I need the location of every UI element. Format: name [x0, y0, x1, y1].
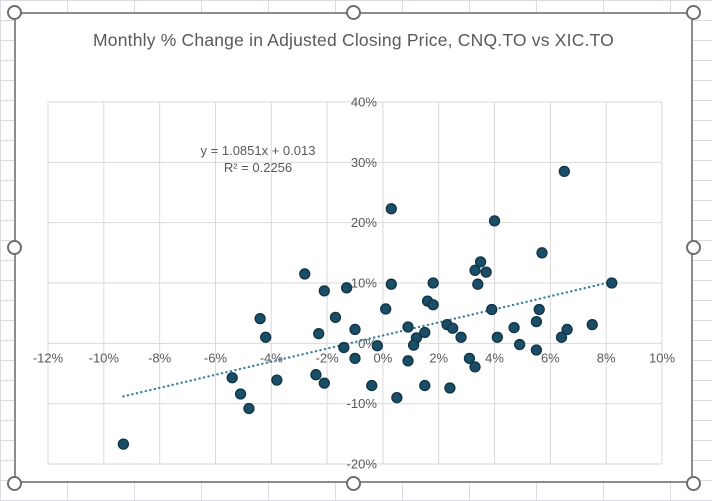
data-point[interactable] — [530, 344, 543, 356]
x-axis-tick-label: -6% — [204, 350, 228, 365]
x-axis-tick-label: 10% — [649, 350, 675, 365]
x-axis-tick-label: 2% — [429, 350, 448, 365]
data-point[interactable] — [260, 331, 272, 343]
data-point[interactable] — [555, 331, 568, 343]
chart-title[interactable]: Monthly % Change in Adjusted Closing Pri… — [92, 30, 614, 50]
selection-handle-top-center[interactable] — [345, 4, 361, 20]
data-point[interactable] — [340, 282, 353, 294]
data-point[interactable] — [480, 266, 492, 278]
data-point[interactable] — [318, 377, 330, 389]
x-axis-tick-label: -12% — [33, 350, 64, 365]
data-point[interactable] — [444, 382, 456, 394]
data-point[interactable] — [385, 278, 397, 290]
x-axis-tick-label: -4% — [260, 350, 284, 365]
data-point[interactable] — [491, 331, 503, 343]
data-point[interactable] — [419, 326, 431, 339]
data-point[interactable] — [558, 165, 570, 178]
data-point[interactable] — [380, 303, 392, 315]
selection-handle-middle-right[interactable] — [685, 239, 701, 255]
data-point[interactable] — [407, 339, 420, 351]
data-point[interactable] — [427, 299, 439, 311]
data-point[interactable] — [349, 323, 361, 336]
selection-handle-middle-left[interactable] — [6, 239, 22, 255]
x-axis-tick-label: 8% — [597, 350, 616, 365]
chart[interactable]: Monthly % Change in Adjusted Closing Pri… — [14, 12, 693, 483]
data-point[interactable] — [469, 361, 481, 373]
selection-handle-bottom-right[interactable] — [685, 475, 701, 491]
data-point[interactable] — [349, 352, 361, 365]
trendline-equation[interactable]: y = 1.0851x + 0.013 R² = 0.2256 — [151, 142, 365, 176]
data-point[interactable] — [488, 215, 501, 227]
data-point[interactable] — [533, 303, 545, 316]
y-axis-tick-label: -10% — [347, 396, 378, 411]
y-axis-tick-label: 30% — [351, 155, 377, 170]
data-point[interactable] — [338, 341, 350, 354]
data-point[interactable] — [371, 340, 383, 352]
data-point[interactable] — [427, 277, 439, 289]
data-point[interactable] — [254, 312, 266, 325]
y-axis-tick-label: 10% — [351, 276, 377, 291]
data-point[interactable] — [536, 247, 548, 259]
x-axis-tick-label: -8% — [148, 350, 172, 365]
data-point[interactable] — [117, 438, 130, 450]
x-axis-tick-label: 0% — [374, 350, 393, 365]
plot-area: 40% 30% 20% 10% 0% -10% -20% -12% -10% -8% -6% -4% -… — [33, 95, 676, 472]
data-point[interactable] — [447, 322, 459, 334]
y-axis-tick-label: 20% — [351, 215, 377, 230]
x-axis-tick-label: 4% — [485, 350, 504, 365]
data-point[interactable] — [234, 388, 247, 400]
data-point[interactable] — [514, 338, 526, 351]
selection-handle-top-left[interactable] — [6, 4, 22, 20]
x-axis-tick-label: 6% — [541, 350, 560, 365]
data-point[interactable] — [469, 264, 481, 276]
selection-handle-bottom-center[interactable] — [345, 475, 361, 491]
data-point[interactable] — [366, 379, 378, 392]
x-axis-tick-label: -2% — [316, 350, 340, 365]
data-point[interactable] — [472, 278, 484, 290]
data-point[interactable] — [310, 369, 322, 381]
data-point[interactable] — [419, 379, 431, 392]
data-point[interactable] — [329, 311, 342, 324]
data-point[interactable] — [299, 268, 311, 280]
data-point[interactable] — [486, 303, 498, 316]
data-point[interactable] — [313, 328, 325, 340]
data-point[interactable] — [508, 321, 520, 334]
data-point[interactable] — [586, 318, 598, 331]
data-point[interactable] — [391, 391, 403, 404]
data-point[interactable] — [243, 402, 255, 415]
trendline[interactable] — [122, 280, 613, 398]
data-point[interactable] — [318, 285, 330, 297]
trendline-equation-line: y = 1.0851x + 0.013 — [200, 143, 316, 158]
data-point[interactable] — [385, 203, 397, 215]
data-point[interactable] — [271, 374, 283, 386]
data-point[interactable] — [474, 256, 487, 268]
data-point[interactable] — [463, 352, 476, 365]
data-point[interactable] — [606, 277, 618, 289]
data-point[interactable] — [402, 321, 414, 333]
data-point[interactable] — [561, 323, 573, 336]
selection-handle-bottom-left[interactable] — [6, 475, 22, 491]
y-axis-tick-label: -20% — [347, 457, 378, 472]
data-point[interactable] — [455, 331, 467, 343]
y-axis-tick-label: 40% — [351, 95, 377, 110]
data-point[interactable] — [530, 315, 543, 328]
data-point[interactable] — [402, 355, 414, 367]
x-axis-tick-label: -10% — [89, 350, 120, 365]
data-point[interactable] — [226, 372, 238, 384]
selection-handle-top-right[interactable] — [685, 4, 701, 20]
r-squared-label: R² = 0.2256 — [223, 160, 293, 175]
